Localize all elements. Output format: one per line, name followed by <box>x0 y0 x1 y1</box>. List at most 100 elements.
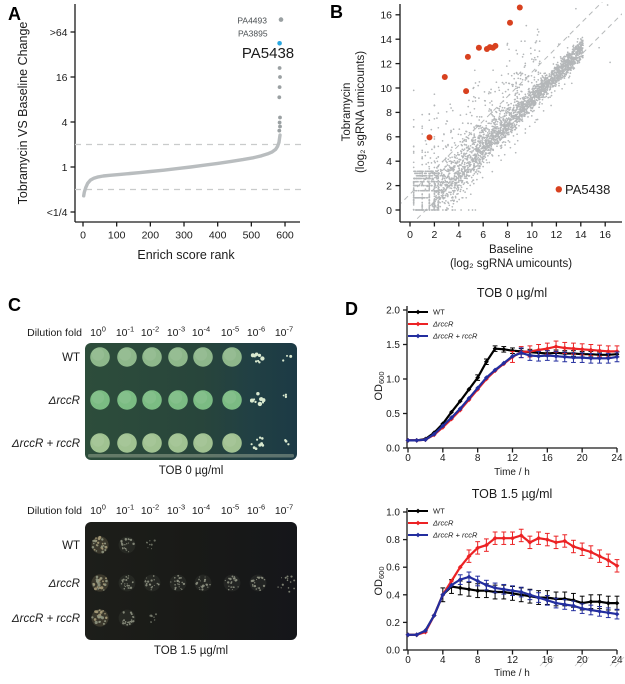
colony-dot <box>287 587 290 589</box>
colony-dot <box>124 543 126 546</box>
panelA-y-tick-label: >64 <box>50 27 68 39</box>
d-legend-marker <box>415 532 421 538</box>
colony-dot <box>144 580 147 583</box>
panelA-gene-label: PA3895 <box>238 28 268 38</box>
d-legend-label: WT <box>433 507 445 516</box>
panelA-rank-curve <box>81 133 282 198</box>
d-data-marker <box>466 395 472 401</box>
dilution-exponent-label: 10-6 <box>247 503 265 518</box>
colony-dot <box>101 542 104 545</box>
panelB-y-tick-label: 12 <box>380 58 392 70</box>
d-data-marker <box>405 438 411 443</box>
culture-spot <box>168 433 188 453</box>
d-data-marker <box>536 595 541 600</box>
colony-dot <box>96 581 100 584</box>
colony-dot <box>124 583 126 585</box>
colony-dot <box>127 587 130 589</box>
colony-dot <box>99 577 102 580</box>
spot-highlight <box>223 348 237 361</box>
colony-dot <box>256 576 259 579</box>
d-data-marker <box>510 353 515 359</box>
spot-highlight <box>143 434 157 447</box>
colony-dot <box>132 542 135 546</box>
d-data-marker <box>518 589 524 595</box>
d-data-marker <box>579 606 585 611</box>
d-data-marker <box>536 353 541 359</box>
colony-dot <box>200 585 202 587</box>
dilution-exponent-label: 10-5 <box>221 503 239 518</box>
colony-dot <box>229 577 232 581</box>
colony-dot <box>199 588 201 590</box>
colony-dot <box>231 575 234 578</box>
panelB-plot: 0 0 2 2 4 4 6 6 8 8 10 10 12 12 14 14 16 16 <box>380 2 622 241</box>
colony-dot <box>93 548 96 551</box>
d-data-marker <box>605 349 611 354</box>
culture-spot <box>142 433 162 453</box>
colony-dot <box>289 354 293 358</box>
colony-dot <box>153 584 155 587</box>
colony-dot <box>262 584 266 588</box>
colony-dot <box>201 588 204 591</box>
panelD-top-x-axis-title: Time / h <box>494 467 530 478</box>
colony-dot <box>284 576 287 579</box>
colony-dot <box>288 590 291 593</box>
d-data-marker <box>588 599 594 605</box>
panelB-pa5438-point <box>492 42 499 49</box>
colony-dot <box>97 583 101 587</box>
colony-dot <box>174 586 177 589</box>
panel-b-scatter-chart: 0 0 2 2 4 4 6 6 8 8 10 10 12 12 14 14 16 16 Tobramycin (l… <box>341 2 622 270</box>
colony-dot <box>125 576 128 578</box>
d-data-marker <box>553 540 559 545</box>
d-x-tick-label: 20 <box>577 655 589 666</box>
panelB-x-tick-label: 8 <box>505 229 511 241</box>
culture-spot <box>117 347 137 367</box>
d-y-tick-label: 0.6 <box>386 563 400 574</box>
d-data-marker <box>510 588 515 594</box>
colony-dot <box>256 438 259 441</box>
spot-highlight <box>194 348 208 361</box>
colony-dot <box>178 577 181 580</box>
colony-dot <box>100 616 105 620</box>
panelA-y-tick-label: 4 <box>62 117 68 129</box>
watermark-stroke <box>609 655 620 667</box>
culture-spot <box>193 390 213 410</box>
d-data-marker <box>449 409 454 415</box>
colony-dot <box>235 578 238 582</box>
panelA-gene-point <box>278 17 284 22</box>
colony-dot <box>122 620 124 622</box>
colony-dot <box>128 539 130 541</box>
colony-dot <box>286 579 289 582</box>
colony-dot <box>122 622 125 625</box>
d-data-marker <box>484 582 489 588</box>
panelA-highlight-gene-label: PA5438 <box>242 45 294 62</box>
d-data-marker <box>605 600 611 606</box>
d-data-marker <box>475 545 481 551</box>
colony-dot <box>97 579 100 582</box>
d-data-marker <box>501 360 507 366</box>
colony-dot <box>123 612 125 614</box>
colony-dot <box>102 583 105 586</box>
colony-dot <box>128 551 130 553</box>
colony-dot <box>255 579 258 581</box>
d-data-marker <box>484 588 489 594</box>
d-data-marker <box>562 538 568 544</box>
colony-dot <box>253 582 256 584</box>
colony-dot <box>286 575 289 578</box>
panelB-y-axis-title-line1: Tobramycin <box>341 83 353 142</box>
panelB-x-tick-label: 0 <box>407 229 413 241</box>
panelB-pa5438-point <box>464 53 471 60</box>
strain-label: WT <box>62 540 80 552</box>
d-y-tick-label: 0.0 <box>386 646 400 657</box>
colony-dot <box>176 580 179 583</box>
colony-dot <box>150 543 153 546</box>
d-y-tick-label: 0.0 <box>386 444 400 455</box>
colony-dot <box>129 611 133 614</box>
colony-dot <box>132 620 135 623</box>
spot-base <box>143 574 161 592</box>
colony-dot <box>125 543 128 545</box>
spot-highlight <box>169 391 183 404</box>
colony-dot <box>181 588 183 591</box>
culture-spot <box>168 390 188 410</box>
colony-dot <box>154 613 158 616</box>
colony-dot <box>228 585 230 587</box>
